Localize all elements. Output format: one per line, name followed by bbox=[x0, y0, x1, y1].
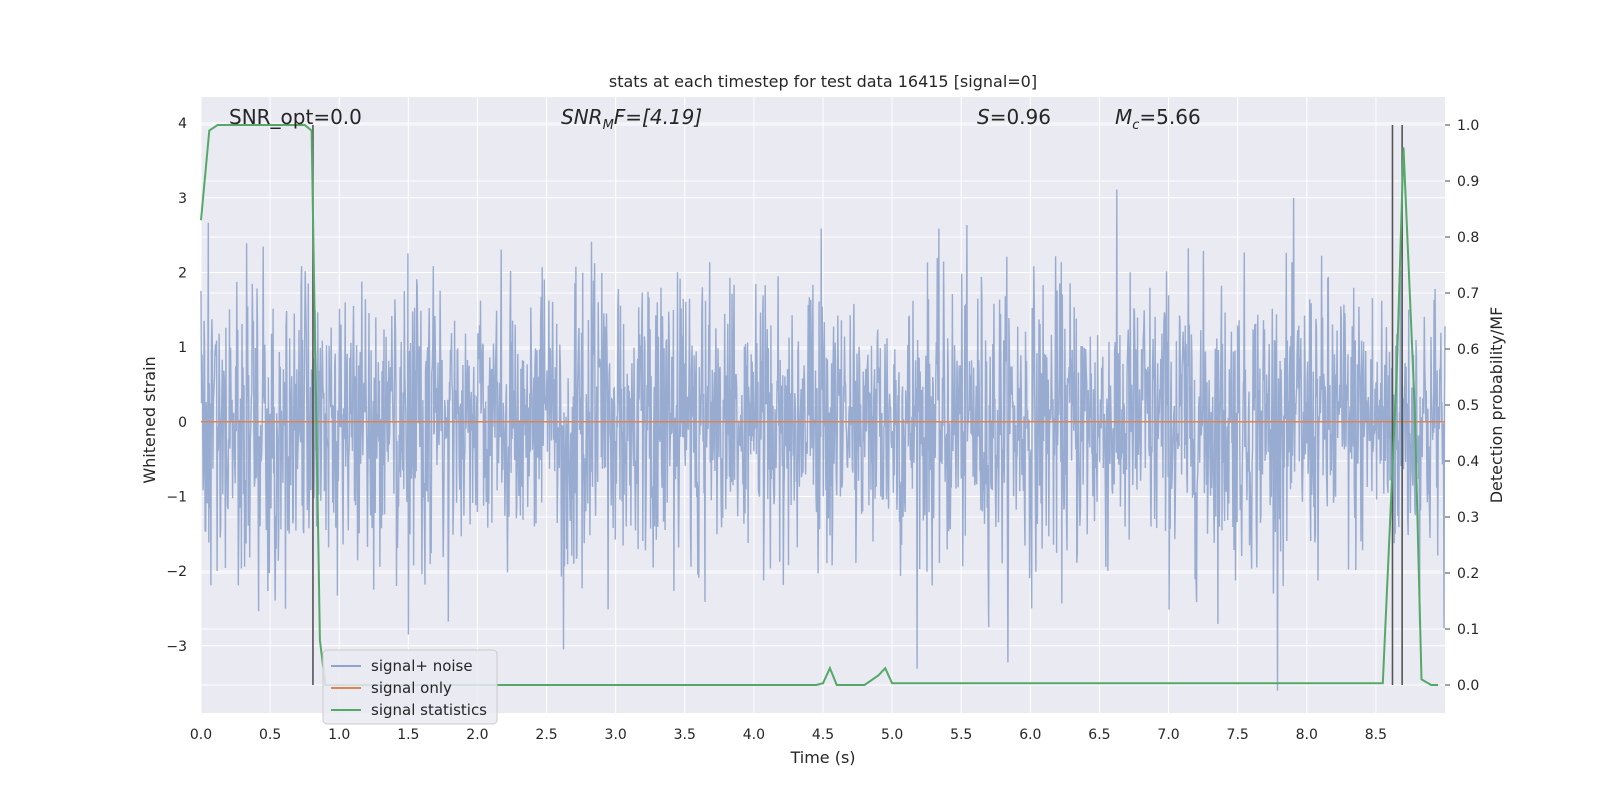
x-tick-label: 7.0 bbox=[1157, 727, 1179, 743]
s-annotation: S=0.96 bbox=[977, 105, 1051, 129]
legend: signal+ noise signal only signal statist… bbox=[322, 649, 498, 725]
x-tick-label: 2.0 bbox=[466, 727, 488, 743]
y-right-tick-label: 0.9 bbox=[1457, 174, 1479, 190]
snr-mf-annotation: SNRMF=[4.19] bbox=[561, 105, 702, 133]
x-tick-label: 6.0 bbox=[1019, 727, 1041, 743]
x-tick-label: 4.0 bbox=[743, 727, 765, 743]
x-tick-label: 1.0 bbox=[328, 727, 350, 743]
y-right-tick-label: 0.7 bbox=[1457, 286, 1479, 302]
x-tick-label: 4.5 bbox=[812, 727, 834, 743]
y-right-tick-label: 0.1 bbox=[1457, 622, 1479, 638]
x-tick-label: 3.5 bbox=[674, 727, 696, 743]
x-tick-label: 5.5 bbox=[950, 727, 972, 743]
x-tick-label: 2.5 bbox=[535, 727, 557, 743]
snr-opt-annotation: SNR_opt=0.0 bbox=[229, 105, 362, 129]
x-tick-labels: 0.0 0.5 1.0 1.5 2.0 2.5 3.0 3.5 4.0 4.5 5.0 5.5 6.0 6… bbox=[190, 727, 1387, 743]
y-left-tick-label: 3 bbox=[178, 191, 187, 207]
y-left-tick-label: 0 bbox=[178, 415, 187, 431]
y-left-tick-label: −3 bbox=[166, 639, 187, 655]
y-left-tick-label: 2 bbox=[178, 265, 187, 281]
x-tick-label: 0.0 bbox=[190, 727, 212, 743]
legend-label-signal-statistics: signal statistics bbox=[371, 701, 487, 719]
y-left-tick-label: −1 bbox=[166, 489, 187, 505]
y-right-tick-label: 0.4 bbox=[1457, 454, 1479, 470]
chart-title: stats at each timestep for test data 164… bbox=[609, 72, 1037, 91]
signal-statistics-series bbox=[200, 124, 1439, 686]
y-right-axis-label: Detection probability/MF bbox=[1487, 307, 1506, 504]
y-right-tick-label: 0.5 bbox=[1457, 398, 1479, 414]
y-left-tick-label: 4 bbox=[178, 116, 187, 132]
x-tick-label: 0.5 bbox=[259, 727, 281, 743]
signal-plus-noise-line bbox=[200, 189, 1446, 691]
y-right-tick-label: 0.2 bbox=[1457, 566, 1479, 582]
x-tick-label: 5.0 bbox=[881, 727, 903, 743]
y-right-tick-label: 0.0 bbox=[1457, 678, 1479, 694]
y-left-tick-label: −2 bbox=[166, 564, 187, 580]
x-tick-label: 7.5 bbox=[1227, 727, 1249, 743]
signal-plus-noise-series bbox=[200, 189, 1446, 691]
legend-label-signal-only: signal only bbox=[371, 679, 452, 697]
y-right-tick-labels: 1.0 0.9 0.8 0.7 0.6 0.5 0.4 0.3 0.2 0.1 0.0 bbox=[1445, 118, 1479, 694]
x-tick-label: 6.5 bbox=[1088, 727, 1110, 743]
y-right-tick-label: 0.8 bbox=[1457, 230, 1479, 246]
legend-label-signal-noise: signal+ noise bbox=[371, 657, 473, 675]
x-axis-label: Time (s) bbox=[789, 748, 855, 767]
y-right-tick-label: 1.0 bbox=[1457, 118, 1479, 134]
legend-box bbox=[322, 649, 498, 725]
y-right-tick-label: 0.6 bbox=[1457, 342, 1479, 358]
y-left-axis-label: Whitened strain bbox=[140, 356, 159, 483]
x-tick-label: 8.0 bbox=[1296, 727, 1318, 743]
mc-annotation: Mc=5.66 bbox=[1115, 105, 1201, 133]
y-left-tick-labels: 4 3 2 1 0 −1 −2 −3 bbox=[166, 116, 187, 655]
x-tick-label: 1.5 bbox=[397, 727, 419, 743]
y-right-tick-label: 0.3 bbox=[1457, 510, 1479, 526]
x-tick-label: 3.0 bbox=[605, 727, 627, 743]
x-tick-label: 8.5 bbox=[1365, 727, 1387, 743]
signal-statistics-line bbox=[200, 124, 1439, 686]
y-left-tick-label: 1 bbox=[178, 340, 187, 356]
